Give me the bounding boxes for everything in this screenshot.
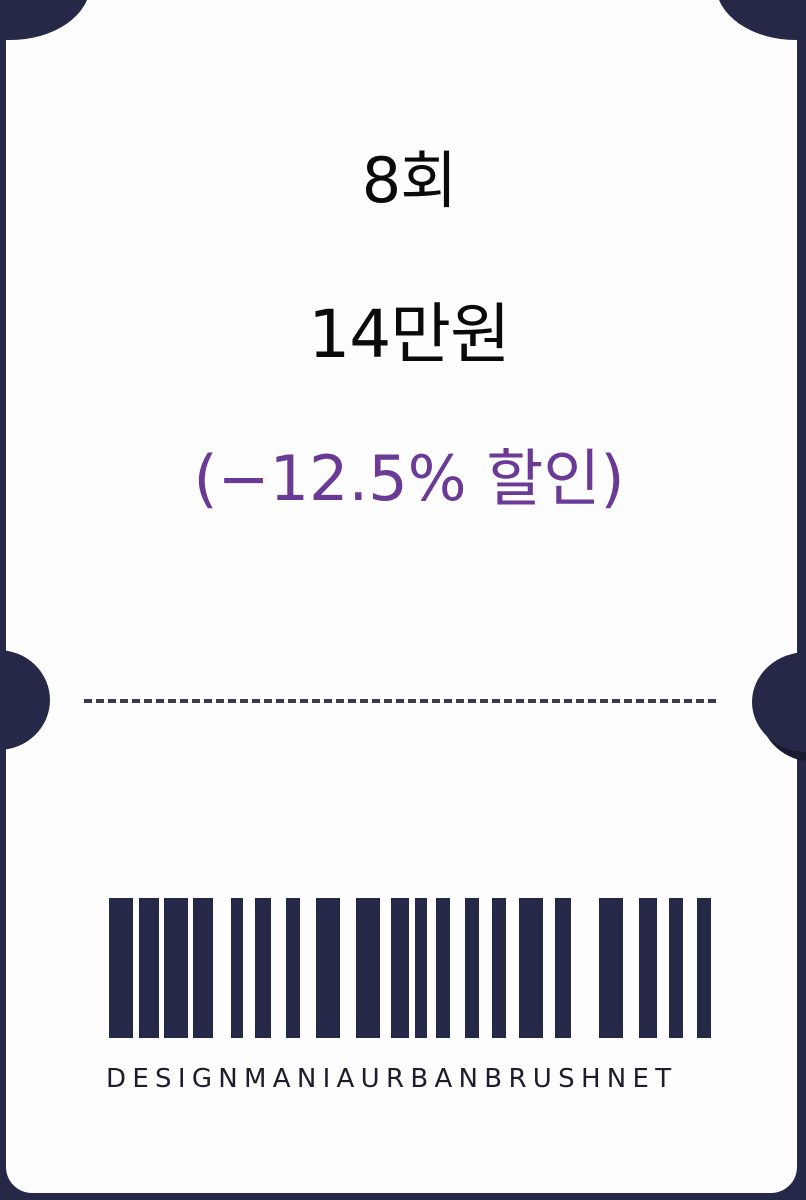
session-count: 8회 xyxy=(361,144,458,217)
barcode-bar xyxy=(193,898,213,1038)
price-label: 14만원 xyxy=(308,296,510,373)
barcode-bar xyxy=(109,898,133,1038)
barcode-bar xyxy=(255,898,271,1038)
barcode-bar xyxy=(286,898,300,1038)
barcode-bar xyxy=(391,898,409,1038)
barcode-bar xyxy=(697,898,711,1038)
barcode-bar xyxy=(519,898,543,1038)
discount-label: (−12.5% 할인) xyxy=(193,442,625,515)
perforation-line xyxy=(84,699,716,703)
barcode-bar xyxy=(164,898,188,1038)
barcode-bar xyxy=(465,898,479,1038)
ticket-card: 8회 14만원 (−12.5% 할인) xyxy=(6,0,797,1193)
barcode-caption: DESIGNMANIAURBANBRUSHNET xyxy=(106,1064,678,1094)
barcode-bar xyxy=(555,898,571,1038)
barcode-bar xyxy=(639,898,657,1038)
barcode-bar xyxy=(139,898,159,1038)
barcode-bar xyxy=(669,898,683,1038)
barcode-bar xyxy=(356,898,380,1038)
barcode xyxy=(109,898,711,1038)
barcode-bar xyxy=(436,898,450,1038)
barcode-bar xyxy=(599,898,623,1038)
barcode-bar xyxy=(231,898,243,1038)
barcode-bar xyxy=(415,898,427,1038)
barcode-bar xyxy=(492,898,506,1038)
barcode-bar xyxy=(316,898,340,1038)
